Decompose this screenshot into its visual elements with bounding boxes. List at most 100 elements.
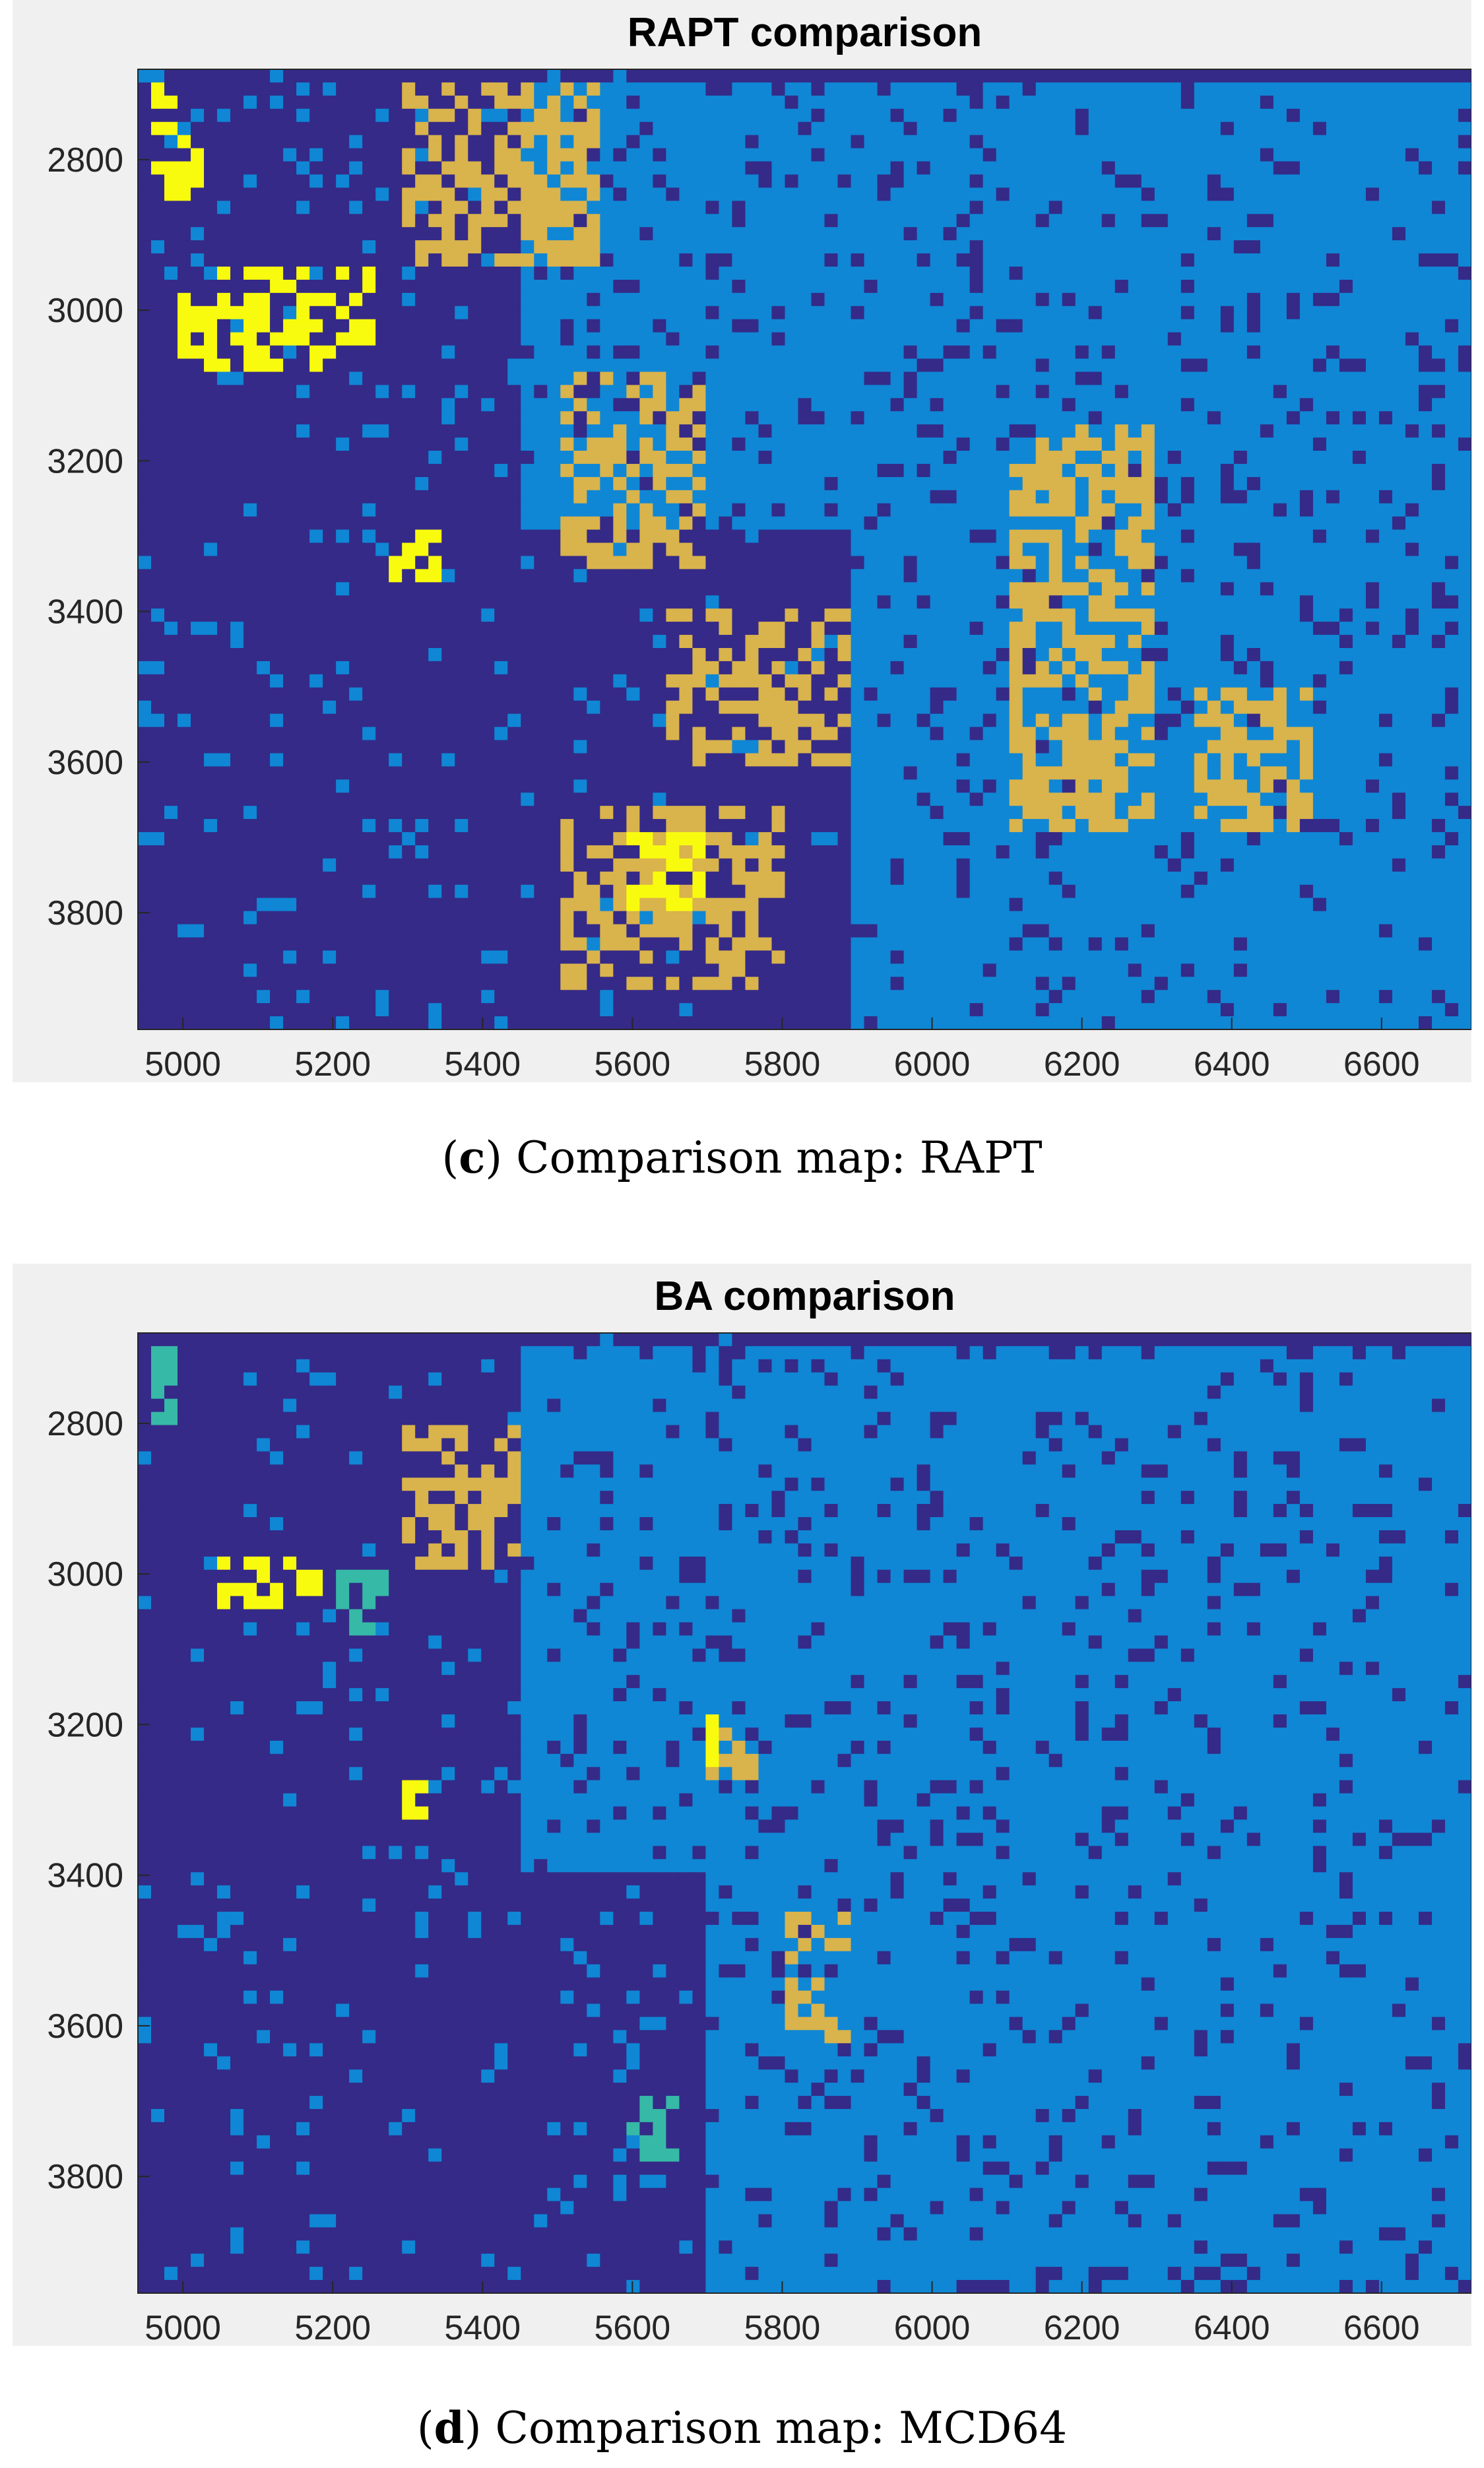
- heatmap-cell: [336, 516, 350, 531]
- heatmap-cell: [653, 174, 666, 188]
- heatmap-cell: [1365, 358, 1380, 373]
- heatmap-cell: [798, 385, 812, 399]
- heatmap-cell: [1022, 319, 1037, 333]
- heatmap-cell: [1207, 503, 1221, 517]
- heatmap-cell: [521, 135, 534, 149]
- heatmap-cell: [296, 227, 310, 241]
- heatmap-cell: [1207, 595, 1221, 609]
- heatmap-cell: [243, 319, 257, 333]
- heatmap-cell: [613, 674, 627, 688]
- heatmap-cell: [191, 82, 205, 96]
- heatmap-cell: [296, 582, 310, 596]
- heatmap-cell: [1220, 398, 1235, 412]
- heatmap-cell: [138, 476, 152, 491]
- heatmap-cell: [1299, 542, 1314, 557]
- heatmap-cell: [177, 398, 191, 412]
- heatmap-cell: [521, 398, 534, 412]
- heatmap-cell: [402, 82, 416, 96]
- heatmap-cell: [1326, 516, 1340, 531]
- heatmap-cell: [1260, 332, 1274, 346]
- heatmap-cell: [243, 95, 257, 110]
- heatmap-cell: [362, 674, 376, 688]
- heatmap-cell: [455, 358, 468, 373]
- heatmap-cell: [402, 135, 416, 149]
- heatmap-cell: [811, 108, 825, 123]
- heatmap-cell: [191, 332, 205, 346]
- heatmap-cell: [481, 503, 495, 517]
- heatmap-cell: [653, 240, 666, 254]
- heatmap-cell: [1035, 516, 1050, 531]
- heatmap-cell: [626, 516, 640, 531]
- heatmap-cell: [481, 424, 495, 438]
- heatmap-cell: [283, 279, 297, 294]
- heatmap-cell: [1141, 700, 1155, 715]
- heatmap-cell: [1444, 463, 1459, 478]
- heatmap-cell: [1128, 424, 1142, 438]
- heatmap-cell: [1418, 148, 1433, 162]
- heatmap-cell: [164, 332, 178, 346]
- heatmap-cell: [1233, 358, 1248, 373]
- heatmap-cell: [1392, 174, 1406, 188]
- heatmap-cell: [811, 135, 825, 149]
- heatmap-cell: [1326, 372, 1340, 385]
- heatmap-cell: [1101, 174, 1116, 188]
- heatmap-cell: [600, 529, 614, 544]
- heatmap-cell: [1154, 608, 1169, 622]
- heatmap-cell: [560, 438, 574, 451]
- heatmap-cell: [1114, 687, 1129, 701]
- heatmap-cell: [494, 463, 508, 478]
- heatmap-cell: [996, 161, 1010, 176]
- heatmap-cell: [837, 569, 852, 583]
- heatmap-cell: [1220, 69, 1235, 83]
- heatmap-cell: [1365, 503, 1380, 517]
- heatmap-cell: [705, 687, 720, 701]
- heatmap-cell: [1101, 674, 1116, 688]
- heatmap-cell: [1114, 214, 1129, 228]
- heatmap-cell: [402, 569, 416, 583]
- heatmap-cell: [243, 161, 257, 176]
- heatmap-cell: [705, 372, 720, 385]
- heatmap-cell: [996, 516, 1010, 531]
- heatmap-cell: [613, 424, 627, 438]
- heatmap-cell: [917, 556, 931, 569]
- heatmap-cell: [1114, 306, 1129, 320]
- heatmap-cell: [798, 240, 812, 254]
- heatmap-cell: [1154, 82, 1169, 96]
- heatmap-cell: [204, 713, 218, 728]
- heatmap-cell: [1339, 451, 1353, 465]
- heatmap-cell: [402, 227, 416, 241]
- heatmap-cell: [943, 358, 957, 373]
- heatmap-cell: [692, 253, 707, 267]
- heatmap-cell: [1062, 69, 1076, 83]
- heatmap-cell: [191, 647, 205, 662]
- heatmap-cell: [428, 358, 442, 373]
- heatmap-cell: [1114, 372, 1129, 385]
- heatmap-cell: [1154, 556, 1169, 569]
- heatmap-cell: [1088, 647, 1103, 662]
- heatmap-cell: [705, 647, 720, 662]
- heatmap-cell: [798, 319, 812, 333]
- heatmap-cell: [851, 463, 865, 478]
- heatmap-cell: [573, 279, 587, 294]
- heatmap-cell: [164, 174, 178, 188]
- heatmap-cell: [349, 148, 363, 162]
- heatmap-cell: [362, 542, 376, 557]
- heatmap-cell: [323, 372, 337, 385]
- heatmap-cell: [191, 358, 205, 373]
- heatmap-cell: [1233, 332, 1248, 346]
- heatmap-cell: [441, 556, 455, 569]
- heatmap-cell: [336, 292, 350, 307]
- heatmap-cell: [1444, 148, 1459, 162]
- heatmap-cell: [323, 608, 337, 622]
- heatmap-cell: [375, 424, 389, 438]
- heatmap-cell: [494, 569, 508, 583]
- heatmap-cell: [1273, 82, 1287, 96]
- heatmap-cell: [917, 700, 931, 715]
- heatmap-cell: [1141, 292, 1155, 307]
- heatmap-cell: [309, 69, 323, 83]
- heatmap-cell: [1273, 240, 1287, 254]
- heatmap-cell: [1326, 529, 1340, 544]
- heatmap-cell: [890, 490, 905, 504]
- heatmap-cell: [1392, 279, 1406, 294]
- heatmap-cell: [943, 292, 957, 307]
